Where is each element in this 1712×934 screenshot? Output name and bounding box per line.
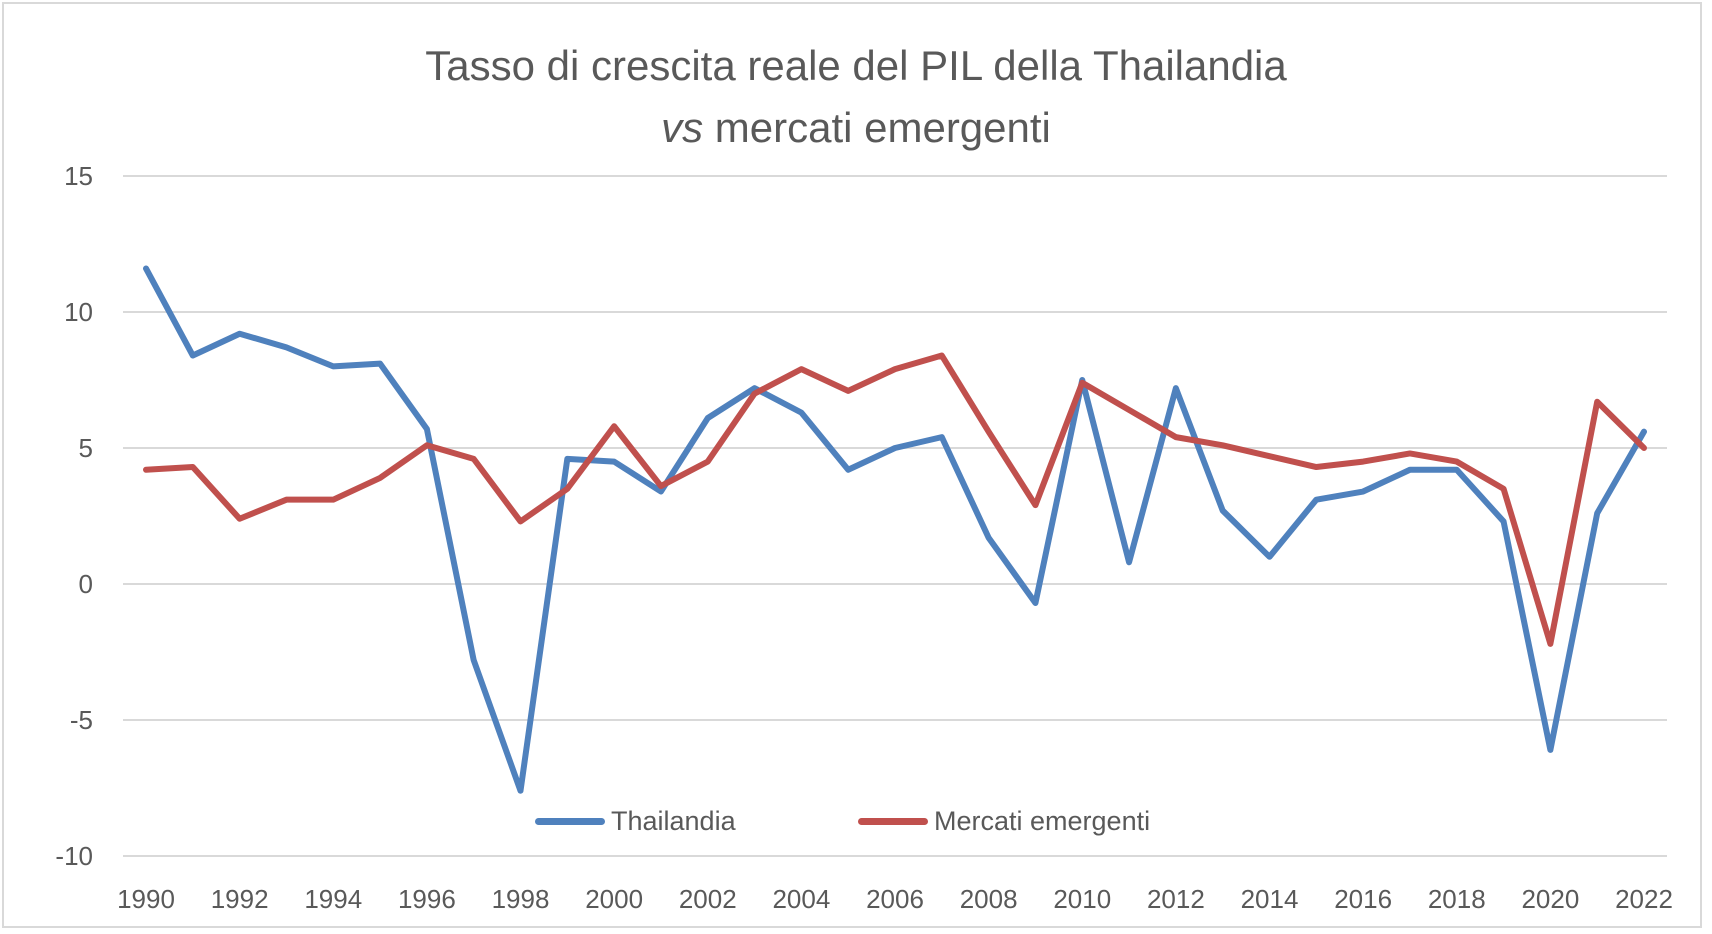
x-tick-label: 2014 — [1241, 884, 1299, 914]
chart-title: Tasso di crescita reale del PIL della Th… — [425, 42, 1287, 89]
legend-label: Mercati emergenti — [934, 806, 1151, 836]
x-tick-label: 2010 — [1053, 884, 1111, 914]
x-tick-label: 1996 — [398, 884, 456, 914]
x-tick-label: 1998 — [492, 884, 550, 914]
x-tick-label: 2002 — [679, 884, 737, 914]
x-tick-label: 2008 — [960, 884, 1018, 914]
x-tick-label: 2022 — [1615, 884, 1673, 914]
legend-item-thailandia: Thailandia — [535, 806, 736, 837]
chart-subtitle-rest: mercati emergenti — [703, 104, 1051, 151]
y-tick-label: -5 — [70, 705, 93, 735]
x-tick-label: 2020 — [1521, 884, 1579, 914]
chart-subtitle: vs mercati emergenti — [0, 104, 1712, 152]
y-tick-label: 5 — [79, 433, 93, 463]
x-tick-label: 2018 — [1428, 884, 1486, 914]
series-line-thailandia — [143, 265, 1647, 794]
series-line-mercati-emergenti — [143, 352, 1647, 647]
x-tick-label: 2006 — [866, 884, 924, 914]
y-tick-label: 15 — [64, 161, 93, 191]
legend-label: Thailandia — [611, 806, 736, 836]
x-tick-label: 1990 — [117, 884, 175, 914]
y-axis-ticks: 15 10 5 0 -5 -10 — [55, 161, 93, 871]
legend-item-mercati-emergenti: Mercati emergenti — [858, 806, 1150, 837]
gridlines — [123, 175, 1667, 857]
x-tick-label: 2012 — [1147, 884, 1205, 914]
y-tick-label: 0 — [79, 569, 93, 599]
legend-swatch-thailandia — [535, 818, 605, 825]
x-tick-label: 2000 — [585, 884, 643, 914]
legend-swatch-mercati-emergenti — [858, 818, 928, 825]
series-lines — [143, 265, 1647, 794]
y-tick-label: 10 — [64, 297, 93, 327]
x-tick-label: 2004 — [772, 884, 830, 914]
x-tick-label: 1992 — [211, 884, 269, 914]
chart-subtitle-italic: vs — [661, 104, 704, 151]
x-axis-ticks: 1990 1992 1994 1996 1998 2000 2002 2004 2006 2008… — [117, 884, 1673, 914]
x-tick-label: 2016 — [1334, 884, 1392, 914]
y-tick-label: -10 — [55, 841, 93, 871]
x-tick-label: 1994 — [304, 884, 362, 914]
